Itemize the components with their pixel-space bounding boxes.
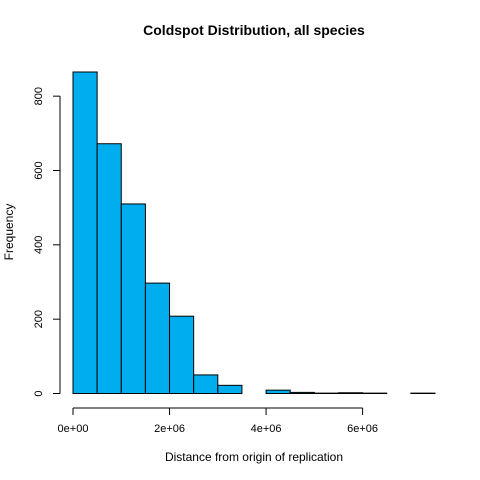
histogram-bar: [120, 203, 146, 394]
histogram-bar: [96, 143, 122, 394]
histogram-bar: [337, 392, 364, 395]
x-axis: 0e+00 2e+06 4e+06 6e+06: [58, 407, 378, 435]
x-tick-label: 0e+00: [58, 423, 89, 435]
y-tick-label: 200: [33, 310, 45, 328]
x-tick-label: 2e+06: [154, 423, 185, 435]
x-tick-label: 4e+06: [251, 423, 282, 435]
x-axis-label: Distance from origin of replication: [165, 450, 343, 464]
y-tick-label: 0: [33, 390, 45, 396]
y-tick-label: 800: [33, 87, 45, 105]
chart-title: Coldspot Distribution, all species: [143, 22, 365, 38]
y-tick-label: 400: [33, 236, 45, 254]
histogram-bar: [265, 389, 291, 394]
histogram-bar: [144, 282, 171, 395]
bars-layer: [72, 71, 436, 395]
histogram-bar: [169, 315, 195, 394]
histogram-bar: [217, 384, 243, 394]
histogram-bar: [193, 374, 219, 395]
x-tick-label: 6e+06: [347, 423, 378, 435]
y-tick-label: 600: [33, 161, 45, 179]
y-axis-label: Frequency: [2, 204, 16, 261]
histogram-bar: [72, 71, 98, 394]
histogram-bar: [289, 391, 315, 395]
y-axis: 0 200 400 600 800: [33, 87, 61, 397]
